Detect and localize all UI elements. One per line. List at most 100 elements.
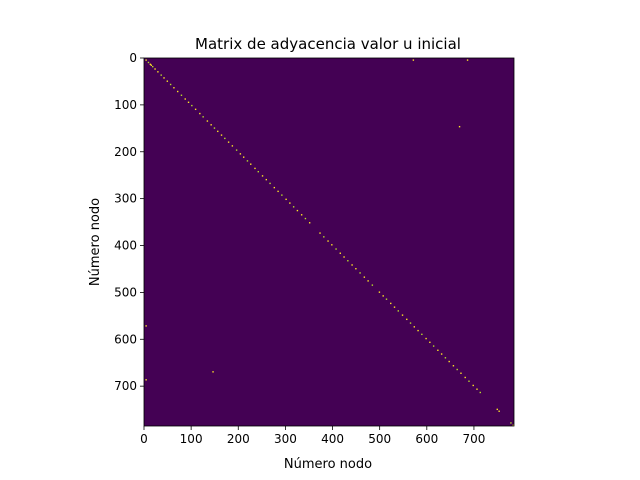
- x-tick-label: 600: [415, 432, 438, 446]
- heatmap-cell: [460, 372, 462, 374]
- heatmap-cell: [206, 120, 209, 122]
- heatmap-cell: [412, 59, 415, 61]
- heatmap-cell: [319, 232, 321, 234]
- heatmap-cell: [285, 198, 287, 201]
- heatmap-cell: [145, 59, 147, 61]
- heatmap-cell: [331, 244, 333, 246]
- y-axis-label: Número nodo: [88, 198, 103, 286]
- x-axis-label: Número nodo: [284, 457, 372, 472]
- heatmap-cell: [413, 326, 416, 328]
- heatmap-cell: [421, 333, 423, 336]
- heatmap-cell: [147, 61, 150, 64]
- heatmap-cell: [466, 59, 469, 61]
- heatmap-cell: [496, 408, 498, 411]
- heatmap-cell: [300, 214, 303, 216]
- heatmap-cell: [217, 130, 219, 133]
- heatmap-cell: [448, 360, 450, 363]
- heatmap-cell: [210, 124, 212, 126]
- heatmap-cell: [498, 410, 500, 412]
- y-tick-label: 700: [114, 379, 137, 393]
- heatmap-cell: [227, 141, 230, 143]
- heatmap-cell: [149, 63, 152, 66]
- heatmap-cell: [440, 353, 443, 355]
- heatmap-cell: [212, 371, 214, 373]
- heatmap-cell: [401, 314, 404, 316]
- heatmap-cell: [510, 422, 512, 424]
- heatmap-cell: [458, 125, 461, 128]
- heatmap-cell: [277, 190, 279, 193]
- y-axis: 0 100 200 300 400 500 600 700: [114, 51, 144, 393]
- heatmap-cell: [343, 256, 345, 258]
- x-axis: 0 100 200 300 400 500 600 700: [140, 426, 485, 446]
- heatmap-cell: [393, 306, 396, 308]
- heatmap-cell: [304, 217, 307, 220]
- heatmap-cell: [347, 260, 349, 262]
- y-tick-label: 300: [114, 192, 137, 206]
- heatmap-cell: [250, 163, 252, 165]
- heatmap-cell: [273, 186, 276, 189]
- heatmap-cell: [257, 170, 259, 173]
- heatmap-cell: [397, 310, 399, 312]
- heatmap-background: [144, 58, 514, 426]
- heatmap-cell: [429, 341, 431, 344]
- heatmap-cell: [176, 90, 179, 93]
- heatmap-cell: [406, 318, 408, 321]
- plot-frame: [143, 57, 515, 427]
- x-tick-label: 200: [227, 432, 250, 446]
- heatmap-cell: [371, 284, 374, 286]
- heatmap-cell: [154, 68, 156, 70]
- heatmap-cell: [359, 272, 361, 274]
- heatmap-cell: [472, 384, 474, 387]
- heatmap-cell: [269, 182, 271, 185]
- heatmap-cell: [323, 236, 325, 238]
- heatmap-cell: [444, 357, 447, 359]
- heatmap-cell: [452, 365, 455, 367]
- heatmap-cell: [145, 379, 147, 381]
- heatmap-cell: [335, 248, 337, 250]
- heatmap-cell: [437, 349, 439, 351]
- heatmap-cell: [150, 64, 152, 66]
- heatmap-cell: [191, 104, 193, 107]
- chart-title: Matrix de adyacencia valor u inicial: [195, 35, 461, 53]
- heatmap-cell: [327, 240, 329, 242]
- x-tick-label: 700: [462, 432, 485, 446]
- heatmap-cell: [242, 156, 245, 158]
- heatmap-cell: [432, 345, 435, 347]
- heatmap-plot-area: [143, 57, 515, 427]
- y-tick-label: 500: [114, 285, 137, 299]
- heatmap-cell: [355, 268, 357, 270]
- heatmap-cell: [281, 194, 283, 196]
- y-tick-label: 100: [114, 98, 137, 112]
- heatmap-cell: [160, 74, 162, 76]
- heatmap-cell: [231, 145, 234, 147]
- heatmap-cell: [378, 291, 381, 293]
- x-tick-label: 300: [274, 432, 297, 446]
- heatmap-cell: [339, 252, 342, 254]
- heatmap-cell: [254, 167, 256, 170]
- heatmap-cell: [409, 322, 412, 324]
- heatmap-cell: [173, 87, 175, 89]
- heatmap-cell: [220, 134, 223, 136]
- heatmap-cell: [476, 388, 478, 390]
- heatmap-cell: [456, 368, 458, 371]
- heatmap-cell: [180, 94, 183, 96]
- heatmap-cell: [261, 175, 264, 177]
- heatmap-cell: [194, 108, 197, 111]
- heatmap-cell: [296, 209, 299, 212]
- heatmap-cell: [213, 127, 216, 129]
- x-tick-label: 100: [180, 432, 203, 446]
- x-tick-label: 400: [321, 432, 344, 446]
- heatmap-cell: [417, 329, 419, 332]
- heatmap-cell: [464, 376, 466, 379]
- heatmap-cell: [199, 112, 201, 115]
- heatmap-cell: [187, 101, 190, 103]
- heatmap-cell: [351, 264, 353, 266]
- heatmap-cell: [425, 337, 427, 340]
- heatmap-cell: [224, 137, 226, 140]
- heatmap-cell: [385, 298, 388, 300]
- heatmap-cell: [235, 149, 238, 151]
- heatmap-cell: [184, 98, 186, 100]
- heatmap-cell: [202, 116, 204, 118]
- heatmap-cell: [145, 325, 147, 327]
- heatmap-cell: [382, 295, 384, 297]
